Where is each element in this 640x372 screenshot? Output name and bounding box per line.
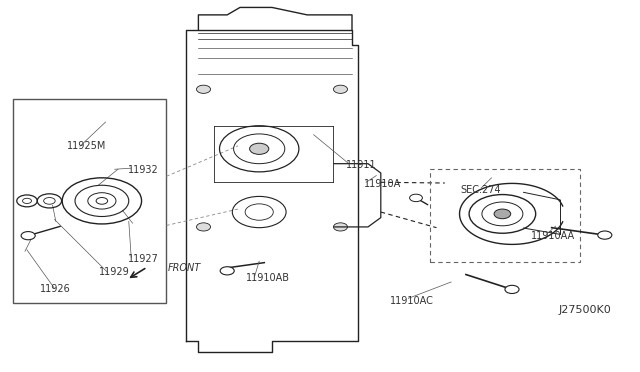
Circle shape [196,223,211,231]
Circle shape [21,231,35,240]
Circle shape [220,267,234,275]
Text: J27500K0: J27500K0 [558,305,611,315]
Circle shape [505,285,519,294]
Circle shape [96,198,108,204]
Text: 11910AB: 11910AB [246,273,291,283]
Text: 11910AC: 11910AC [390,296,435,306]
Text: 11926: 11926 [40,284,70,294]
Circle shape [250,143,269,154]
Text: 11910A: 11910A [364,179,401,189]
Text: FRONT: FRONT [168,263,201,273]
Circle shape [196,85,211,93]
Text: 11911: 11911 [346,160,376,170]
Circle shape [598,231,612,239]
Circle shape [410,194,422,202]
Text: 11929: 11929 [99,267,130,277]
Text: 11925M: 11925M [67,141,107,151]
Circle shape [333,223,348,231]
Text: 11927: 11927 [128,254,159,264]
Circle shape [333,85,348,93]
Bar [430,169,580,262]
Text: 11910AA: 11910AA [531,231,575,241]
Circle shape [494,209,511,219]
Text: 11932: 11932 [128,165,159,175]
Text: SEC.274: SEC.274 [461,185,501,195]
Bar [13,99,166,303]
